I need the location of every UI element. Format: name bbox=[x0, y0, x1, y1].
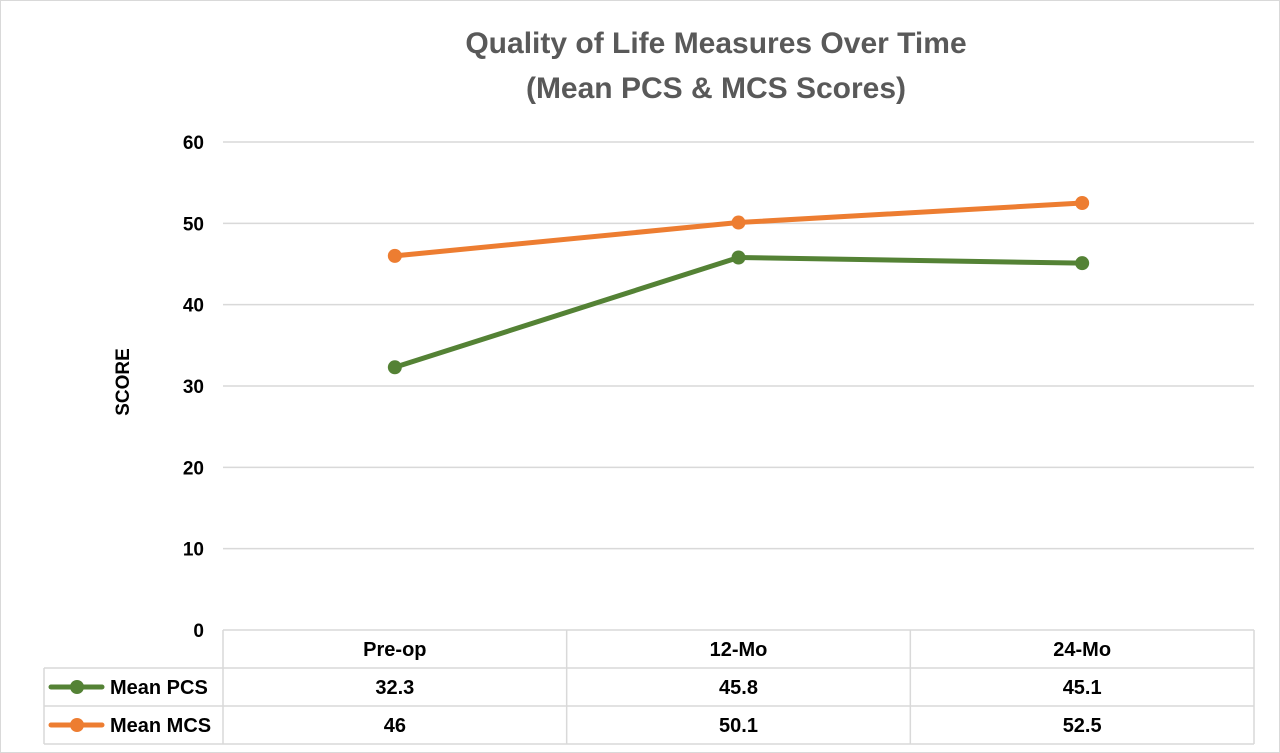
data-table-value: 50.1 bbox=[719, 715, 758, 737]
data-table-value: 45.8 bbox=[719, 677, 758, 699]
data-table-value: 45.1 bbox=[1063, 677, 1102, 699]
y-axis-ticks: 0 10 20 30 40 50 60 bbox=[183, 133, 204, 642]
y-tick-label: 30 bbox=[183, 377, 204, 398]
gridlines bbox=[223, 141, 1254, 550]
x-tick-label: 24-Mo bbox=[1053, 639, 1111, 661]
data-point bbox=[1075, 196, 1090, 210]
data-table-value: 52.5 bbox=[1063, 715, 1102, 737]
y-tick-label: 10 bbox=[183, 540, 204, 561]
legend-label: Mean PCS bbox=[110, 677, 208, 699]
chart-title: Quality of Life Measures Over Time (Mean… bbox=[465, 27, 966, 105]
data-table: Pre-op 12-Mo 24-Mo Mean PCS 32.3 45.8 45.1 Mean… bbox=[43, 629, 1255, 745]
x-tick-label: 12-Mo bbox=[710, 639, 768, 661]
data-table-value: 32.3 bbox=[375, 677, 414, 699]
data-point bbox=[731, 250, 746, 265]
legend-key-marker bbox=[70, 680, 84, 694]
data-point bbox=[731, 215, 746, 230]
x-tick-label: Pre-op bbox=[363, 639, 426, 661]
data-point bbox=[387, 360, 402, 375]
y-tick-label: 20 bbox=[183, 458, 204, 479]
series-line bbox=[392, 254, 1085, 370]
legend-label: Mean MCS bbox=[110, 715, 211, 737]
y-tick-label: 40 bbox=[183, 296, 204, 317]
plot-series bbox=[387, 196, 1090, 375]
data-point bbox=[387, 248, 402, 263]
y-tick-label: 60 bbox=[183, 133, 204, 154]
chart-title-line-1: Quality of Life Measures Over Time bbox=[465, 27, 966, 60]
y-tick-label: 50 bbox=[183, 214, 204, 235]
data-table-value: 46 bbox=[384, 715, 406, 737]
y-axis-title: SCORE bbox=[113, 348, 134, 416]
y-tick-label: 0 bbox=[193, 621, 204, 642]
data-point bbox=[1075, 256, 1090, 271]
chart-title-line-2: (Mean PCS & MCS Scores) bbox=[526, 72, 906, 105]
legend-key-marker bbox=[70, 718, 84, 732]
